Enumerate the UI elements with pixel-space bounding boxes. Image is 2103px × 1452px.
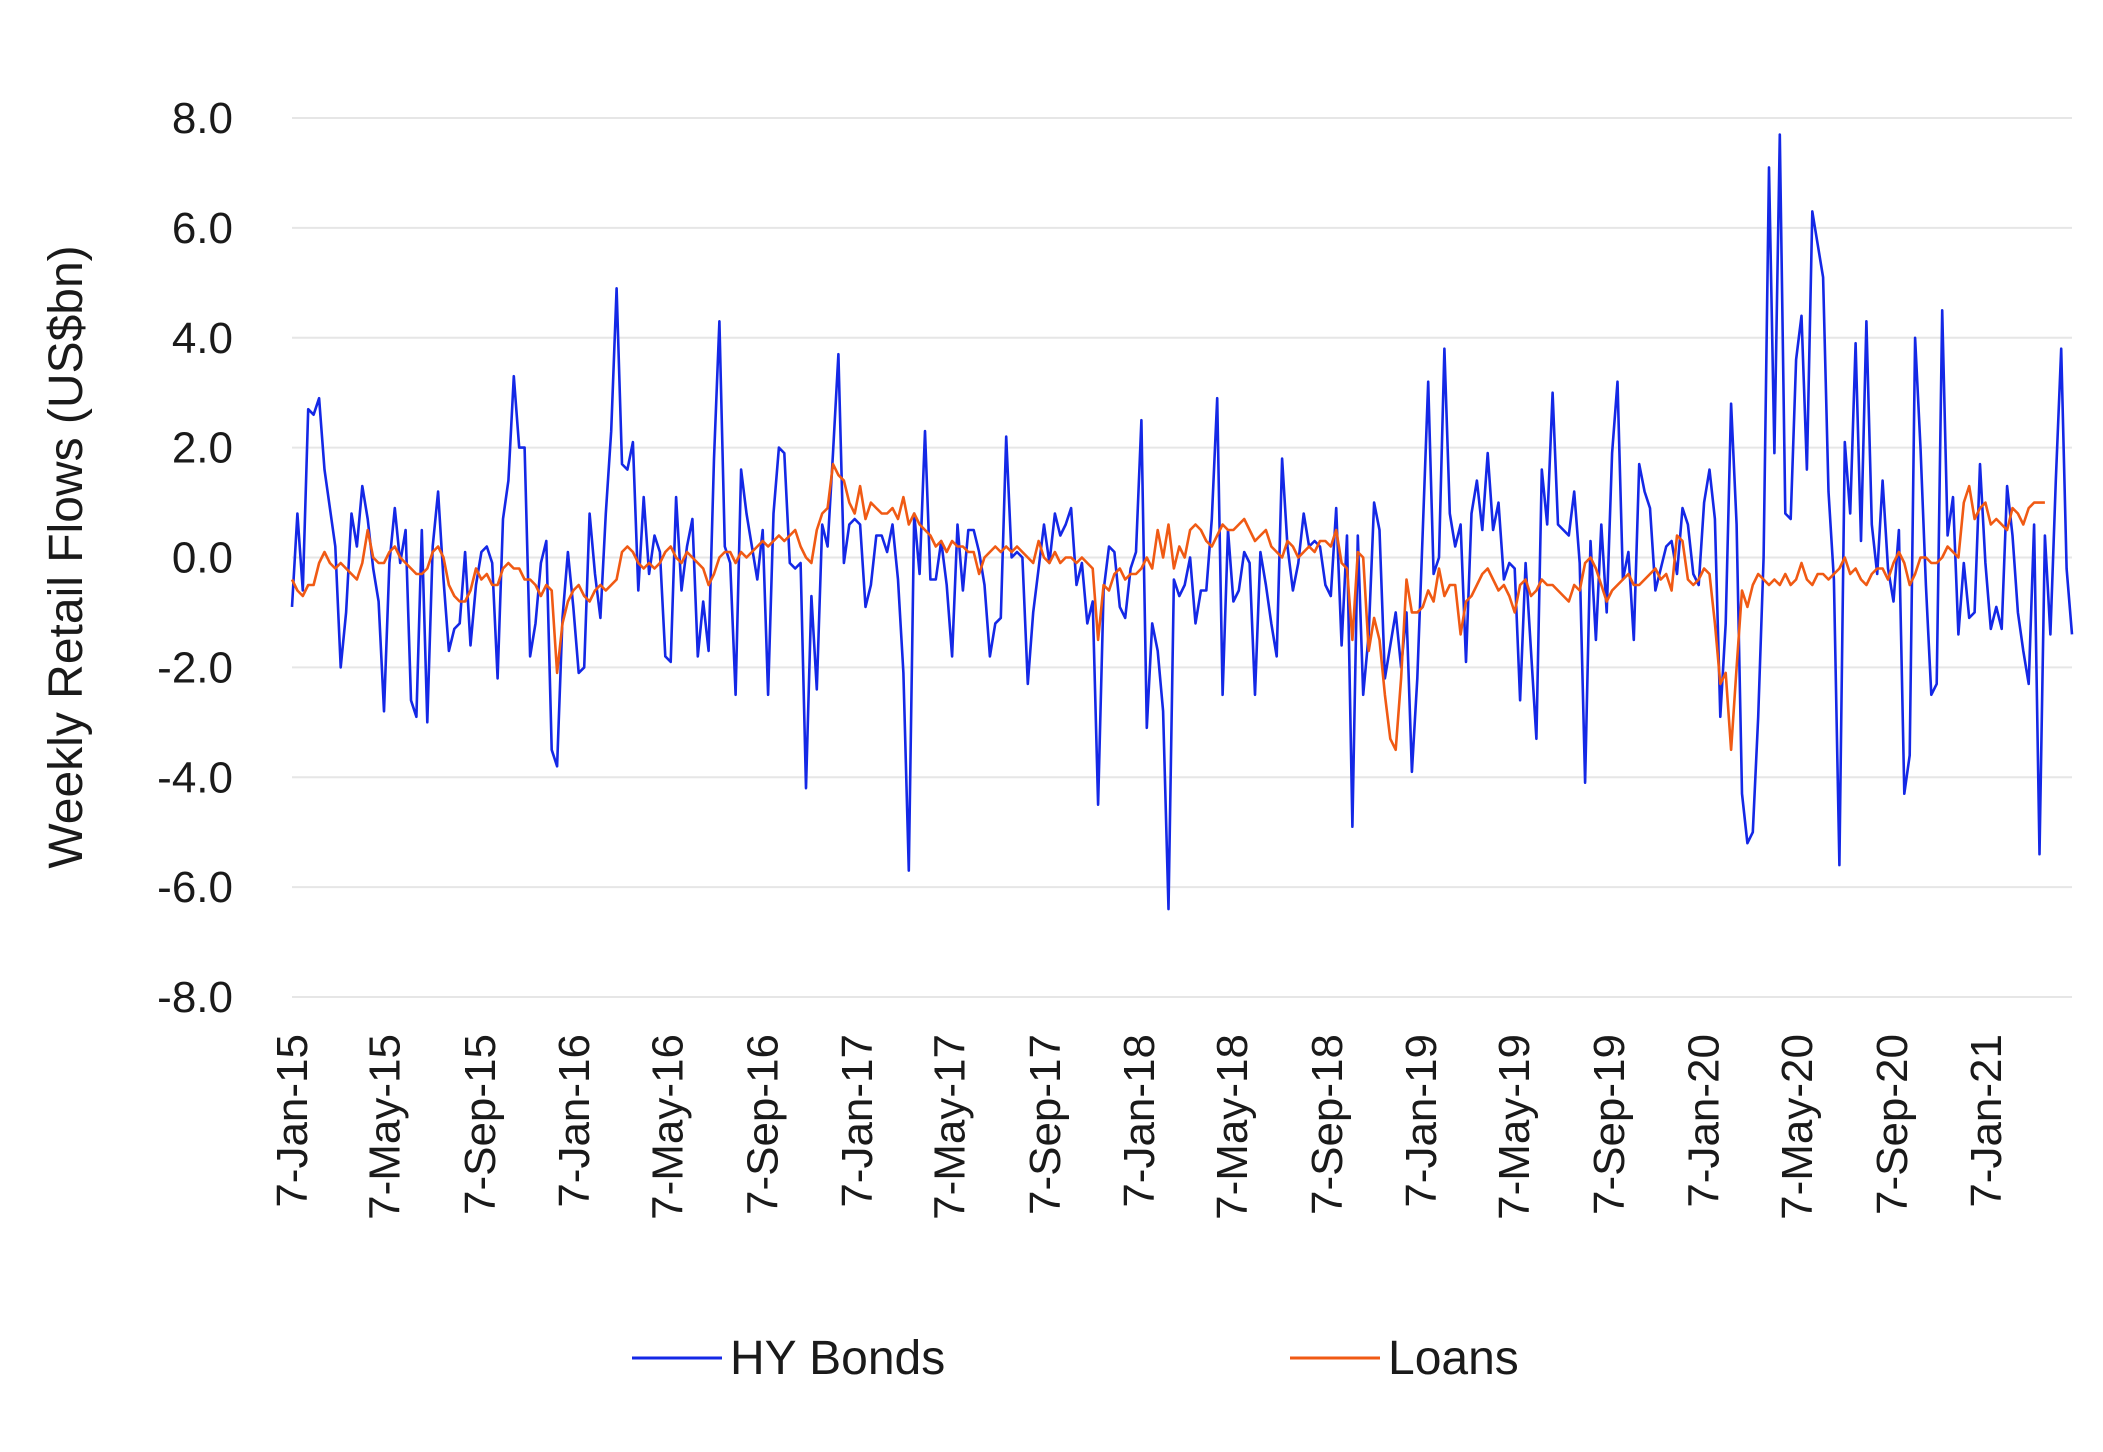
x-tick-label: 7-Sep-19 xyxy=(1585,1034,1634,1215)
series-line-loans xyxy=(290,462,2045,752)
y-tick-label: 2.0 xyxy=(172,424,233,473)
gridlines xyxy=(292,117,2072,998)
y-tick-label: -4.0 xyxy=(157,753,233,802)
series-lines xyxy=(290,133,2074,911)
x-tick-label: 7-Jan-20 xyxy=(1679,1034,1728,1208)
y-tick-label: 0.0 xyxy=(172,534,233,583)
y-tick-label: -8.0 xyxy=(157,973,233,1022)
legend: HY Bonds Loans xyxy=(632,1332,1519,1385)
x-tick-label: 7-May-16 xyxy=(644,1034,693,1220)
x-tick-label: 7-Sep-20 xyxy=(1868,1034,1917,1215)
y-tick-label: 8.0 xyxy=(172,94,233,143)
y-tick-label: 6.0 xyxy=(172,204,233,253)
y-tick-label: -2.0 xyxy=(157,643,233,692)
x-tick-label: 7-May-20 xyxy=(1773,1034,1822,1220)
x-tick-label: 7-Jan-19 xyxy=(1397,1034,1446,1208)
y-tick-label: -6.0 xyxy=(157,863,233,912)
x-axis-ticks: 7-Jan-15 7-May-15 7-Sep-15 7-Jan-16 7-May-16… xyxy=(268,1034,2011,1220)
x-tick-label: 7-May-19 xyxy=(1490,1034,1539,1220)
y-tick-label: 4.0 xyxy=(172,314,233,363)
legend-label-loans: Loans xyxy=(1388,1332,1519,1385)
y-axis-ticks: 8.0 6.0 4.0 2.0 0.0 -2.0 -4.0 -6.0 -8.0 xyxy=(157,94,233,1022)
x-tick-label: 7-May-17 xyxy=(926,1034,975,1220)
x-tick-label: 7-Jan-17 xyxy=(833,1034,882,1208)
x-tick-label: 7-Sep-18 xyxy=(1303,1034,1352,1215)
y-axis-title: Weekly Retail Flows (US$bn) xyxy=(40,245,93,868)
x-tick-label: 7-Sep-17 xyxy=(1021,1034,1070,1215)
x-tick-label: 7-Sep-16 xyxy=(739,1034,788,1215)
x-tick-label: 7-Jan-18 xyxy=(1115,1034,1164,1208)
x-tick-label: 7-May-15 xyxy=(361,1034,410,1220)
x-tick-label: 7-Jan-21 xyxy=(1962,1034,2011,1208)
x-tick-label: 7-Sep-15 xyxy=(456,1034,505,1215)
x-tick-label: 7-May-18 xyxy=(1208,1034,1257,1220)
x-tick-label: 7-Jan-15 xyxy=(268,1034,317,1208)
series-line-hy-bonds xyxy=(290,133,2074,911)
legend-label-hy-bonds: HY Bonds xyxy=(730,1332,945,1385)
x-tick-label: 7-Jan-16 xyxy=(550,1034,599,1208)
